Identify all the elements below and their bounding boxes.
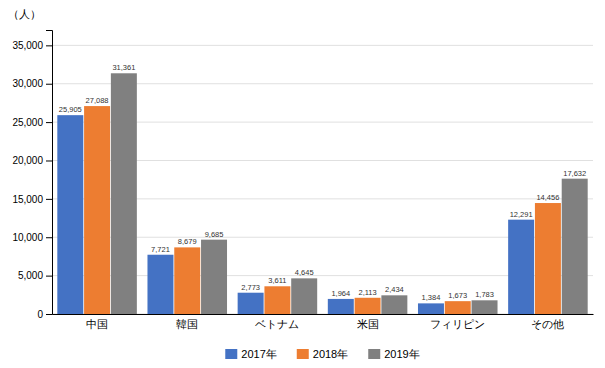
y-tick-label: 20,000: [12, 155, 43, 166]
legend-item: 2017年: [225, 348, 276, 360]
y-tick: 10,000: [12, 232, 52, 243]
bar: [111, 73, 137, 314]
y-tick-label: 35,000: [12, 40, 43, 51]
bar: [84, 106, 110, 314]
data-label: 31,361: [112, 63, 135, 72]
x-axis: 中国 韓国 ベトナム 米国 フィリピン その他: [53, 315, 594, 330]
x-tick: ベトナム: [255, 318, 299, 330]
bar: [328, 299, 354, 314]
data-label: 8,679: [178, 237, 197, 246]
y-tick-mark: [46, 237, 52, 238]
y-tick-label: 25,000: [12, 117, 43, 128]
x-tick: その他: [531, 318, 564, 330]
y-tick-mark: [46, 314, 52, 315]
y-tick-mark: [46, 84, 52, 85]
x-tick: 米国: [357, 318, 379, 330]
x-tick: 韓国: [176, 318, 198, 330]
bar-series: [84, 106, 561, 314]
data-label: 14,456: [536, 193, 559, 202]
data-label: 1,384: [422, 293, 441, 302]
x-tick-label: 中国: [86, 318, 108, 330]
bar: [264, 286, 290, 314]
y-tick-label: 5,000: [18, 270, 43, 281]
x-axis-line: [53, 314, 594, 315]
legend-label: 2019年: [384, 348, 419, 360]
bar: [445, 301, 471, 314]
data-label: 17,632: [563, 169, 586, 178]
x-tick-label: 米国: [357, 318, 379, 330]
bar: [57, 115, 83, 314]
data-label: 4,645: [295, 268, 314, 277]
grid: [52, 45, 593, 314]
data-labels: 25,905 7,721 2,773 1,964 1,384 12,291 27,088 8,…: [59, 63, 586, 302]
data-label: 2,773: [241, 283, 260, 292]
bar: [174, 247, 200, 314]
chart-svg: 0 5,000 10,000 15,000 20,000 25,000 30,000 35,0…: [0, 0, 605, 368]
bar-series: [111, 73, 588, 314]
bar: [472, 300, 498, 314]
y-tick-mark: [46, 276, 52, 277]
x-tick-label: ベトナム: [255, 318, 299, 330]
y-tick: 30,000: [12, 78, 52, 89]
bar: [355, 298, 381, 314]
y-tick-label: 30,000: [12, 78, 43, 89]
data-label: 1,783: [475, 290, 494, 299]
bar: [291, 278, 317, 314]
data-label: 1,964: [331, 289, 350, 298]
y-tick: 25,000: [12, 117, 52, 128]
legend: 2017年 2018年 2019年: [225, 348, 419, 360]
y-axis: 0 5,000 10,000 15,000 20,000 25,000 30,000 35,0…: [12, 31, 52, 320]
legend-swatch: [225, 349, 237, 359]
grid-line: [52, 45, 593, 46]
data-label: 27,088: [86, 96, 109, 105]
data-label: 12,291: [510, 210, 533, 219]
y-tick-label: 0: [37, 309, 43, 320]
x-tick: 中国: [86, 318, 108, 330]
y-tick: 5,000: [18, 270, 52, 281]
y-tick-mark: [46, 45, 52, 46]
legend-swatch: [297, 349, 309, 359]
data-label: 3,611: [268, 276, 286, 285]
y-tick-mark: [46, 160, 52, 161]
x-tick-label: その他: [531, 318, 564, 330]
bar: [535, 203, 561, 314]
y-axis-title: （人）: [8, 8, 41, 20]
y-tick: 0: [37, 309, 52, 320]
data-label: 2,113: [358, 288, 376, 297]
legend-item: 2018年: [297, 348, 348, 360]
y-tick-label: 15,000: [12, 194, 43, 205]
plot: 0 5,000 10,000 15,000 20,000 25,000 30,000 35,0…: [12, 31, 593, 330]
y-tick-mark: [46, 122, 52, 123]
y-tick: 35,000: [12, 40, 52, 51]
legend-label: 2018年: [313, 348, 348, 360]
x-tick-label: 韓国: [176, 318, 198, 330]
data-label: 7,721: [151, 245, 170, 254]
bar: [418, 303, 444, 314]
y-tick: 20,000: [12, 155, 52, 166]
data-label: 1,673: [448, 291, 467, 300]
bar: [238, 293, 264, 314]
bar: [562, 179, 588, 314]
chart-container: 0 5,000 10,000 15,000 20,000 25,000 30,000 35,0…: [0, 0, 605, 368]
bar: [147, 255, 173, 314]
data-label: 9,685: [205, 230, 224, 239]
bar: [508, 220, 534, 314]
y-axis-line: [46, 31, 53, 315]
bar: [381, 295, 407, 314]
data-label: 2,434: [385, 285, 404, 294]
legend-item: 2019年: [368, 348, 419, 360]
data-label: 25,905: [59, 105, 82, 114]
y-tick-label: 10,000: [12, 232, 43, 243]
bars: [57, 73, 587, 314]
legend-swatch: [368, 349, 380, 359]
x-tick: フィリピン: [430, 318, 485, 330]
y-tick-mark: [46, 199, 52, 200]
x-tick-label: フィリピン: [430, 318, 485, 330]
y-tick: 15,000: [12, 194, 52, 205]
bar: [201, 240, 227, 314]
legend-label: 2017年: [241, 348, 276, 360]
